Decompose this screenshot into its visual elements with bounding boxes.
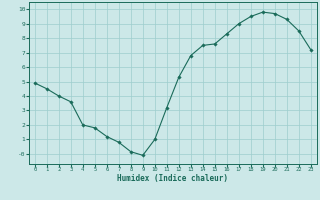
X-axis label: Humidex (Indice chaleur): Humidex (Indice chaleur) [117,174,228,183]
